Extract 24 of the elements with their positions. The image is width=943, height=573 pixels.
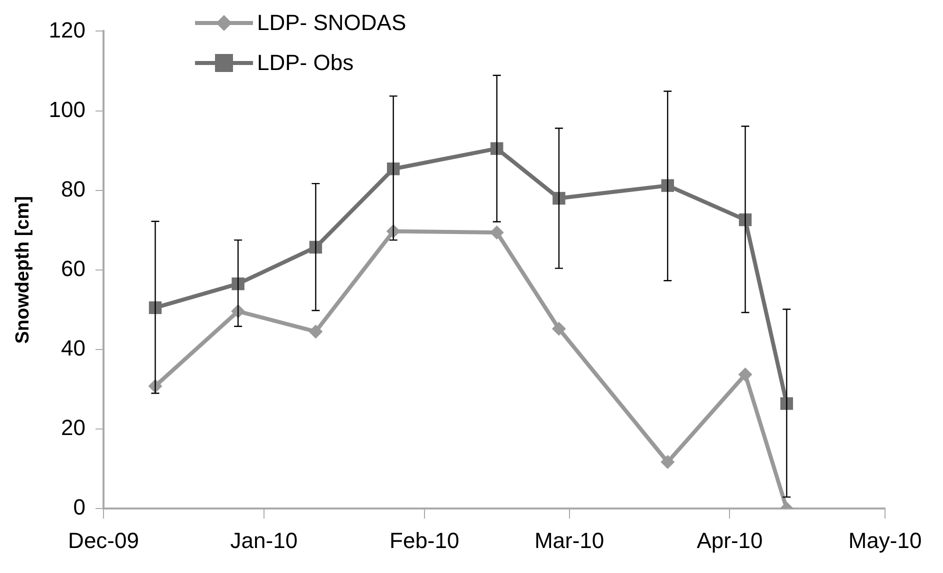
point	[308, 324, 323, 339]
point	[738, 368, 752, 382]
x-tick-label: May-10	[848, 528, 922, 553]
y-tick-label: 120	[48, 17, 86, 42]
x-tick-label: Mar-10	[534, 528, 604, 553]
x-tick-label: Feb-10	[390, 528, 460, 553]
point	[660, 455, 675, 470]
y-tick-label: 0	[73, 494, 86, 520]
y-axis-title: Snowdepth [cm]	[12, 196, 34, 344]
y-tick-label: 20	[61, 415, 86, 440]
point	[552, 322, 566, 336]
point	[661, 179, 674, 192]
legend-label: LDP- Obs	[257, 50, 354, 76]
y-tick-label: 80	[61, 176, 86, 202]
x-tick-label: Jan-10	[230, 528, 298, 553]
point	[232, 277, 244, 290]
x-tick-label: Dec-09	[68, 528, 139, 553]
point	[552, 192, 566, 205]
y-tick-label: 60	[61, 256, 86, 281]
y-tick-label: 40	[61, 336, 86, 361]
point	[490, 226, 504, 240]
y-tick-label: 100	[48, 96, 86, 122]
x-tick-label: Apr-10	[696, 528, 763, 553]
legend-label: LDP- SNODAS	[257, 10, 406, 36]
